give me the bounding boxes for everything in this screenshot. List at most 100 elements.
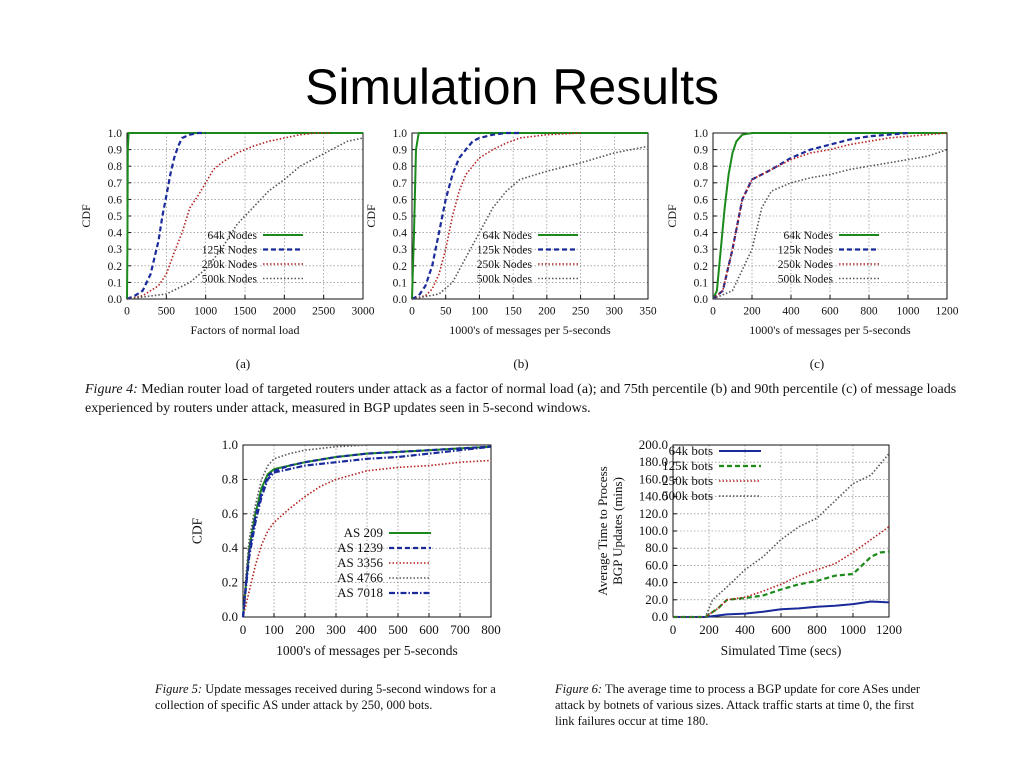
y-tick-label: 0.6: [108, 194, 123, 206]
y-tick-label: 0.9: [108, 145, 123, 157]
y-tick-label: 0.1: [108, 277, 123, 289]
y-tick-label: 0.5: [393, 211, 408, 223]
x-tick-label: 500: [158, 306, 176, 318]
x-tick-label: 100: [264, 622, 284, 637]
y-tick-label: 0.3: [694, 244, 709, 256]
y-tick-label: 0.9: [694, 145, 709, 157]
series-line-500k-nodes: [712, 148, 948, 300]
chart-fig4b: 0.0 0.1 0.2 0.3 0.4 0.5 0.6 0.7 0.8 0.9 1.0 0 50 100 1…: [364, 128, 657, 337]
figure4-caption: Figure 4: Median router load of targeted…: [85, 380, 985, 418]
legend-label: AS 3356: [337, 555, 383, 570]
y-tick-label: 120.0: [639, 506, 668, 521]
series-line-500k-nodes: [126, 137, 364, 300]
legend-label: 125k Nodes: [202, 245, 258, 257]
x-tick-label: 700: [450, 622, 470, 637]
figure5-caption: Figure 5: Update messages received durin…: [155, 681, 535, 713]
legend-label: 64k Nodes: [783, 230, 833, 242]
y-tick-label: 0.7: [393, 178, 408, 190]
chart-fig4a: 0.0 0.1 0.2 0.3 0.4 0.5 0.6 0.7 0.8 0.9 1.0 0 500 100…: [79, 128, 375, 337]
x-tick-label: 0: [670, 622, 677, 637]
x-axis-label: Simulated Time (secs): [721, 643, 842, 658]
series-line-125k-bots: [673, 550, 890, 619]
legend-label: AS 209: [344, 525, 383, 540]
y-tick-label: 180.0: [639, 454, 668, 469]
legend-label: 64k Nodes: [207, 230, 257, 242]
legend-label: 500k Nodes: [477, 274, 533, 286]
x-tick-label: 200: [538, 306, 556, 318]
x-tick-label: 800: [807, 622, 827, 637]
y-axis-label-line: BGP Updates (mins): [610, 477, 625, 585]
x-axis-label: 1000's of messages per 5-seconds: [276, 643, 458, 658]
y-tick-label: 0.4: [108, 228, 123, 240]
y-tick-label: 0.8: [108, 161, 123, 173]
x-tick-label: 1000: [194, 306, 217, 318]
y-tick-label: 0.5: [108, 211, 123, 223]
y-tick-label: 1.0: [393, 128, 408, 140]
x-tick-label: 400: [735, 622, 755, 637]
y-tick-label: 0.7: [694, 178, 709, 190]
y-axis-label: CDF: [665, 204, 679, 228]
y-tick-label: 20.0: [645, 592, 668, 607]
legend-label: AS 4766: [337, 570, 383, 585]
y-tick-label: 0.1: [694, 277, 709, 289]
x-tick-label: 250: [572, 306, 590, 318]
legend-label: 500k bots: [662, 488, 713, 503]
chart-fig6: 0.020.040.060.080.0100.0120.0140.0160.01…: [595, 437, 902, 658]
x-tick-label: 0: [124, 306, 130, 318]
x-tick-label: 500: [388, 622, 408, 637]
y-tick-label: 0.3: [393, 244, 408, 256]
y-tick-label: 1.0: [222, 437, 238, 452]
legend-label: 250k Nodes: [778, 259, 834, 271]
y-tick-label: 0.0: [393, 294, 408, 306]
x-tick-label: 1200: [876, 622, 902, 637]
legend-label: 250k bots: [662, 473, 713, 488]
legend-label: 250k Nodes: [202, 259, 258, 271]
legend-label: 125k Nodes: [477, 245, 533, 257]
series-line-250k-bots: [673, 526, 890, 618]
x-tick-label: 600: [771, 622, 791, 637]
series-line-250k-nodes: [712, 132, 948, 300]
y-axis-label-line: Average Time to Process: [595, 466, 610, 595]
x-tick-label: 200: [295, 622, 315, 637]
y-tick-label: 60.0: [645, 557, 668, 572]
y-tick-label: 1.0: [108, 128, 123, 140]
series-line-64k-nodes: [126, 132, 363, 300]
x-tick-label: 0: [409, 306, 415, 318]
series-line-250k-nodes: [126, 132, 332, 300]
x-tick-label: 400: [782, 306, 800, 318]
legend-label: 125k Nodes: [778, 245, 834, 257]
y-tick-label: 40.0: [645, 575, 668, 590]
x-tick-label: 0: [240, 622, 247, 637]
legend-label: 125k bots: [662, 458, 713, 473]
y-tick-label: 0.2: [222, 575, 238, 590]
x-axis-label: Factors of normal load: [191, 323, 300, 337]
sublabel-c: (c): [809, 356, 825, 371]
figure4-caption-text: Median router load of targeted routers u…: [85, 382, 957, 416]
x-tick-label: 100: [471, 306, 489, 318]
y-tick-label: 0.8: [222, 471, 238, 486]
y-tick-label: 0.9: [393, 145, 408, 157]
y-tick-label: 160.0: [639, 471, 668, 486]
y-axis-label: CDF: [364, 204, 378, 228]
legend-label: 64k Nodes: [482, 230, 532, 242]
x-tick-label: 0: [710, 306, 716, 318]
x-tick-label: 400: [357, 622, 377, 637]
series-line-64k-bots: [673, 600, 890, 618]
x-tick-label: 3000: [352, 306, 375, 318]
series-line-125k-nodes: [712, 131, 909, 300]
x-tick-label: 200: [743, 306, 761, 318]
legend-label: 500k Nodes: [778, 274, 834, 286]
x-tick-label: 350: [639, 306, 657, 318]
x-tick-label: 50: [440, 306, 452, 318]
y-tick-label: 0.6: [222, 506, 239, 521]
y-tick-label: 0.1: [393, 277, 408, 289]
x-tick-label: 600: [821, 306, 839, 318]
y-tick-label: 100.0: [639, 523, 668, 538]
y-tick-label: 0.2: [393, 261, 408, 273]
y-tick-label: 0.0: [652, 609, 668, 624]
series-line-as-1239: [241, 445, 492, 618]
legend-label: 250k Nodes: [477, 259, 533, 271]
y-tick-label: 0.4: [222, 540, 239, 555]
figure5-caption-text: Update messages received during 5-second…: [155, 682, 496, 712]
series-line-as-3356: [242, 459, 492, 618]
